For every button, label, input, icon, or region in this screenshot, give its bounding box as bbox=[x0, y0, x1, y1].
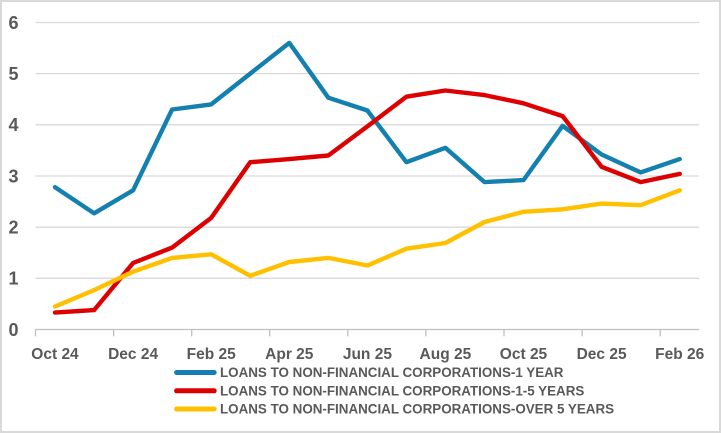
svg-text:3: 3 bbox=[8, 166, 18, 186]
svg-text:4: 4 bbox=[8, 115, 18, 135]
svg-text:Dec 25: Dec 25 bbox=[577, 346, 627, 363]
svg-text:LOANS TO NON-FINANCIAL CORPORA: LOANS TO NON-FINANCIAL CORPORATIONS-1 YE… bbox=[220, 365, 564, 380]
svg-text:2: 2 bbox=[8, 218, 18, 238]
svg-text:0: 0 bbox=[8, 320, 18, 340]
svg-text:Feb 26: Feb 26 bbox=[655, 346, 704, 363]
svg-text:6: 6 bbox=[8, 13, 18, 33]
svg-text:Oct 24: Oct 24 bbox=[31, 346, 79, 363]
svg-text:Jun 25: Jun 25 bbox=[343, 346, 392, 363]
svg-text:LOANS TO NON-FINANCIAL CORPORA: LOANS TO NON-FINANCIAL CORPORATIONS-1-5 … bbox=[220, 383, 584, 398]
svg-text:Dec 24: Dec 24 bbox=[108, 346, 158, 363]
svg-text:5: 5 bbox=[8, 64, 18, 84]
svg-text:Aug 25: Aug 25 bbox=[420, 346, 472, 363]
svg-text:Feb 25: Feb 25 bbox=[187, 346, 236, 363]
svg-text:LOANS TO NON-FINANCIAL CORPORA: LOANS TO NON-FINANCIAL CORPORATIONS-OVER… bbox=[220, 402, 614, 417]
svg-text:Oct 25: Oct 25 bbox=[500, 346, 548, 363]
svg-text:Apr 25: Apr 25 bbox=[265, 346, 314, 363]
svg-text:1: 1 bbox=[8, 269, 18, 289]
